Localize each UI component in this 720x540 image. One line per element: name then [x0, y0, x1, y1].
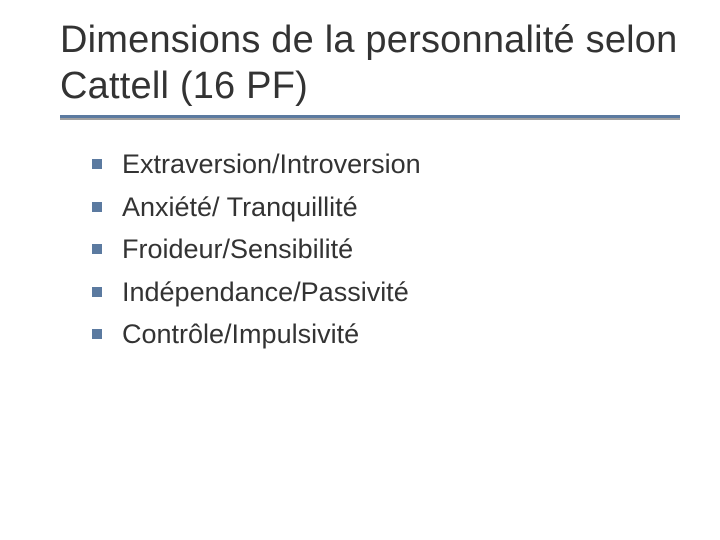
bullet-icon [92, 287, 102, 297]
slide-title: Dimensions de la personnalité selon Catt… [60, 18, 680, 109]
slide: Dimensions de la personnalité selon Catt… [0, 0, 720, 540]
title-underline [60, 115, 680, 118]
bullet-icon [92, 159, 102, 169]
bullet-text: Froideur/Sensibilité [122, 231, 353, 267]
list-item: Contrôle/Impulsivité [92, 316, 680, 352]
bullet-icon [92, 329, 102, 339]
bullet-text: Indépendance/Passivité [122, 274, 409, 310]
list-item: Anxiété/ Tranquillité [92, 189, 680, 225]
list-item: Indépendance/Passivité [92, 274, 680, 310]
list-item: Extraversion/Introversion [92, 146, 680, 182]
bullet-text: Contrôle/Impulsivité [122, 316, 359, 352]
underline-shadow [60, 118, 680, 120]
bullet-list: Extraversion/Introversion Anxiété/ Tranq… [60, 146, 680, 352]
title-block: Dimensions de la personnalité selon Catt… [60, 18, 680, 118]
bullet-icon [92, 202, 102, 212]
bullet-text: Anxiété/ Tranquillité [122, 189, 358, 225]
list-item: Froideur/Sensibilité [92, 231, 680, 267]
bullet-text: Extraversion/Introversion [122, 146, 421, 182]
bullet-icon [92, 244, 102, 254]
